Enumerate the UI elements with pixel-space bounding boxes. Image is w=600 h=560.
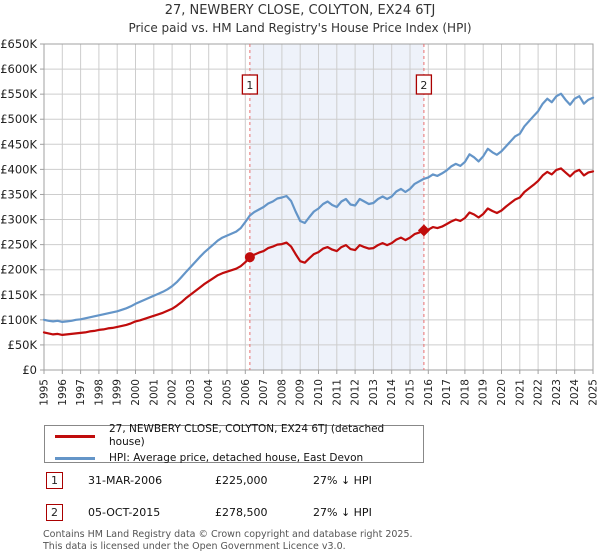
- series-line: [42, 167, 595, 336]
- footer-copyright: Contains HM Land Registry data © Crown c…: [43, 529, 413, 540]
- x-tick-label: 2002: [167, 379, 179, 406]
- x-tick-label: 2021: [514, 379, 526, 406]
- transaction-1-date: 31-MAR-2006: [88, 474, 163, 487]
- transaction-2-hpi-delta: 27% ↓ HPI: [313, 506, 372, 519]
- page-title: 27, NEWBERY CLOSE, COLYTON, EX24 6TJ: [164, 3, 436, 18]
- sale-number-box: [241, 74, 259, 95]
- series-line: [42, 92, 595, 323]
- sale-number-label: 1: [246, 79, 253, 92]
- x-tick-label: 2014: [386, 379, 398, 406]
- transaction-2-marker: 2: [46, 504, 63, 521]
- x-tick-label: 2005: [222, 379, 234, 406]
- y-tick-label: £600K: [0, 62, 37, 76]
- hpi-line-swatch: [55, 457, 95, 460]
- y-tick-label: £50K: [8, 338, 38, 352]
- legend-item-hpi: HPI: Average price, detached house, East…: [45, 452, 423, 465]
- x-tick-label: 1995: [39, 379, 51, 406]
- page-subtitle: Price paid vs. HM Land Registry's House …: [128, 21, 472, 35]
- transaction-row-2: 2 05-OCT-2015 £278,500 27% ↓ HPI: [0, 504, 600, 522]
- transaction-2-date: 05-OCT-2015: [88, 506, 161, 519]
- x-tick-label: 2001: [148, 379, 160, 406]
- y-tick-label: £550K: [0, 87, 37, 101]
- transaction-2-price: £278,500: [215, 506, 268, 519]
- x-tick-label: 1998: [93, 379, 105, 406]
- y-tick-label: £350K: [0, 187, 37, 201]
- x-tick-label: 2012: [350, 379, 362, 406]
- y-tick-label: £500K: [0, 112, 37, 126]
- y-tick-label: £200K: [0, 263, 37, 277]
- x-tick-label: 2013: [368, 379, 380, 406]
- legend-label-hpi: HPI: Average price, detached house, East…: [109, 452, 364, 464]
- x-tick-label: 2020: [496, 379, 508, 406]
- x-tick-label: 2016: [423, 379, 435, 406]
- x-tick-label: 1997: [75, 379, 87, 406]
- x-tick-label: 1996: [57, 379, 69, 406]
- y-tick-label: £250K: [0, 238, 37, 252]
- y-tick-label: £150K: [0, 288, 37, 302]
- x-tick-label: 2023: [551, 379, 563, 406]
- sale-point-marker: [417, 224, 430, 237]
- price-chart: £0 £50K £100K £150K £200K £250K £300K £350K £400…: [0, 37, 600, 406]
- y-tick-label: £0: [22, 363, 37, 377]
- x-tick-label: 2017: [441, 379, 453, 406]
- y-tick-label: £300K: [0, 213, 37, 227]
- x-tick-label: 2019: [478, 379, 490, 406]
- y-tick-label: £450K: [0, 137, 37, 151]
- sale-number-label: 2: [420, 79, 427, 92]
- y-tick-label: £400K: [0, 162, 37, 176]
- x-tick-label: 2006: [240, 379, 252, 406]
- x-tick-label: 2003: [185, 379, 197, 406]
- x-tick-label: 2018: [459, 379, 471, 406]
- x-tick-label: 2004: [203, 379, 215, 406]
- sale-point-marker: [244, 252, 255, 263]
- x-tick-label: 2011: [331, 379, 343, 406]
- plot-border: [43, 43, 594, 371]
- transaction-1-marker: 1: [46, 472, 63, 489]
- x-tick-label: 2008: [276, 379, 288, 406]
- x-tick-label: 1999: [112, 379, 124, 406]
- legend-item-property: 27, NEWBERY CLOSE, COLYTON, EX24 6TJ (de…: [45, 423, 423, 449]
- legend-label-property: 27, NEWBERY CLOSE, COLYTON, EX24 6TJ (de…: [109, 423, 385, 448]
- transaction-1-hpi-delta: 27% ↓ HPI: [313, 474, 372, 487]
- transaction-1-price: £225,000: [215, 474, 268, 487]
- x-tick-label: 2007: [258, 379, 270, 406]
- transaction-row-1: 1 31-MAR-2006 £225,000 27% ↓ HPI: [0, 472, 600, 490]
- x-tick-label: 2000: [130, 379, 142, 406]
- legend: 27, NEWBERY CLOSE, COLYTON, EX24 6TJ (de…: [44, 423, 424, 465]
- x-tick-label: 2022: [533, 379, 545, 406]
- x-tick-label: 2025: [588, 379, 600, 406]
- x-tick-label: 2009: [295, 379, 307, 406]
- x-tick-label: 2010: [313, 379, 325, 406]
- y-tick-label: £650K: [0, 37, 37, 51]
- property-line-swatch: [55, 434, 95, 438]
- footer-licence: This data is licensed under the Open Gov…: [43, 541, 346, 552]
- x-tick-label: 2015: [405, 379, 417, 406]
- sale-number-box: [415, 74, 433, 95]
- y-tick-label: £100K: [0, 313, 37, 327]
- x-tick-label: 2024: [569, 379, 581, 406]
